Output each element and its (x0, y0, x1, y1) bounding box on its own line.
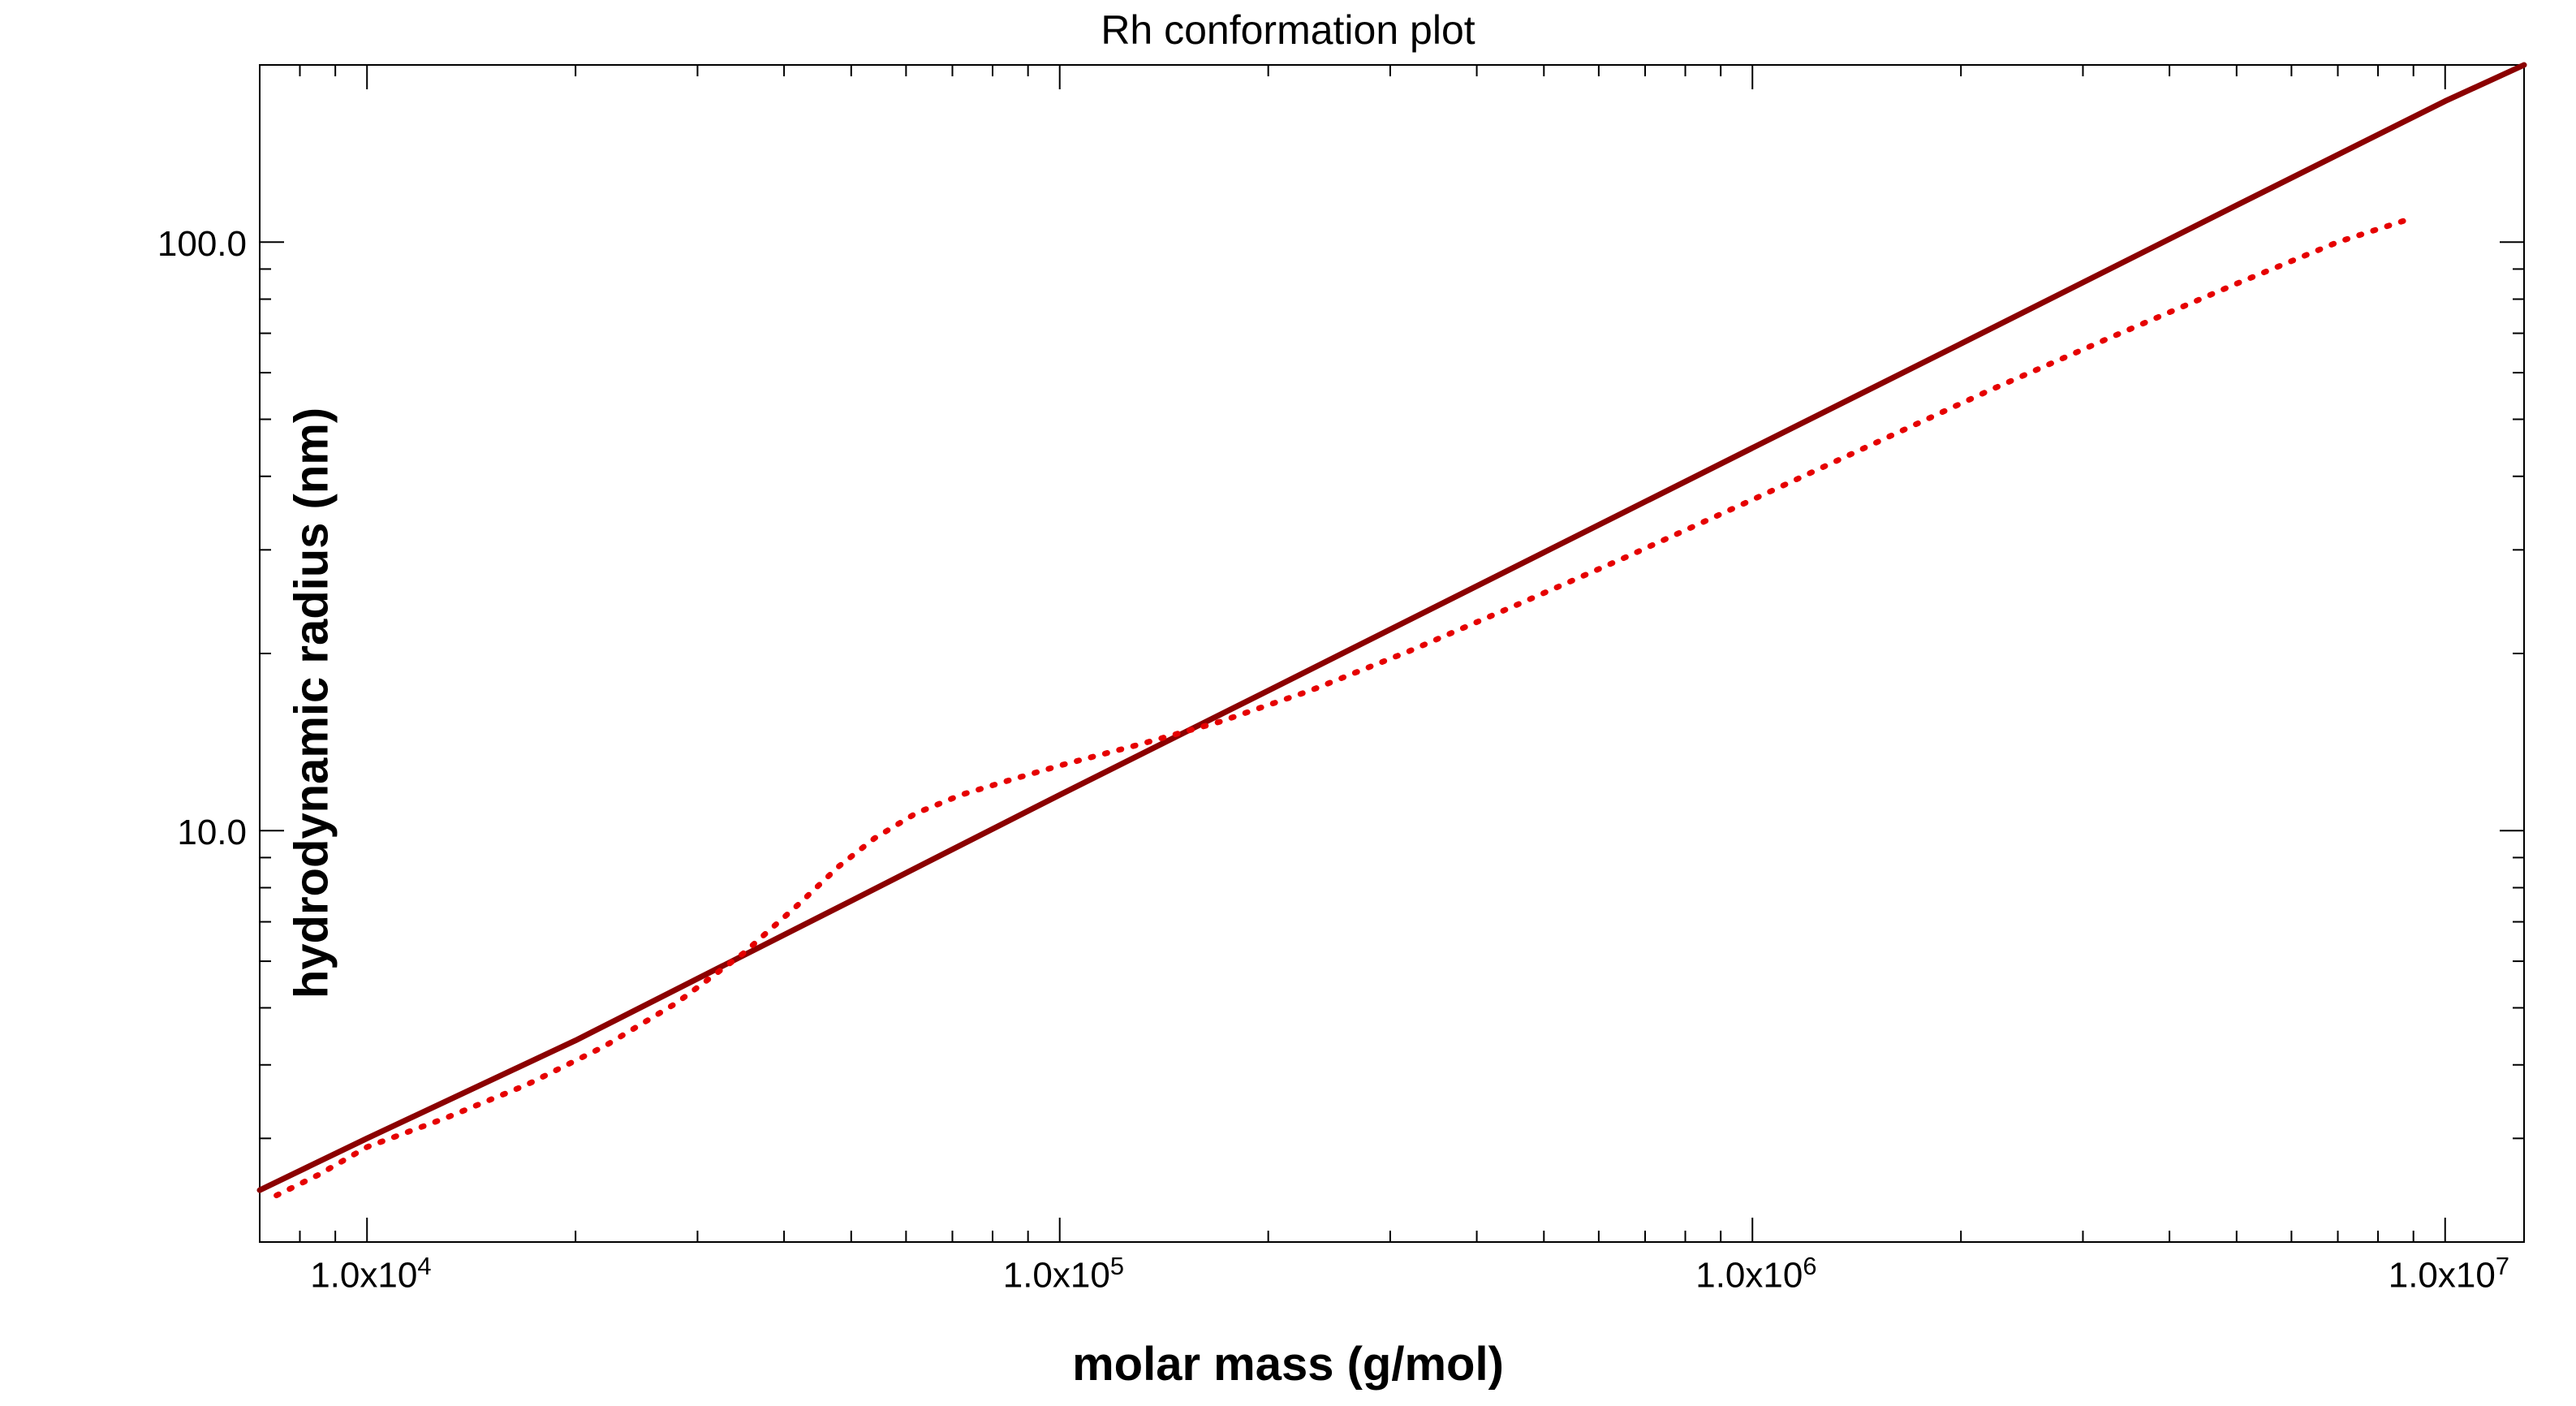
y-tick-label: 100.0 (157, 224, 247, 265)
x-tick-label: 1.0x107 (2389, 1252, 2509, 1296)
rh-conformation-chart: Rh conformation plot hydrodynamic radius… (0, 0, 2576, 1406)
series-solid (260, 65, 2524, 1190)
x-tick-label: 1.0x104 (310, 1252, 431, 1296)
y-tick-label: 10.0 (177, 813, 247, 853)
chart-title: Rh conformation plot (0, 6, 2576, 54)
plot-svg (260, 65, 2524, 1242)
plot-area (260, 65, 2524, 1242)
x-tick-label: 1.0x106 (1695, 1252, 1816, 1296)
x-tick-label: 1.0x105 (1003, 1252, 1124, 1296)
series-dotted (277, 218, 2414, 1195)
x-axis-label: molar mass (g/mol) (0, 1337, 2576, 1391)
